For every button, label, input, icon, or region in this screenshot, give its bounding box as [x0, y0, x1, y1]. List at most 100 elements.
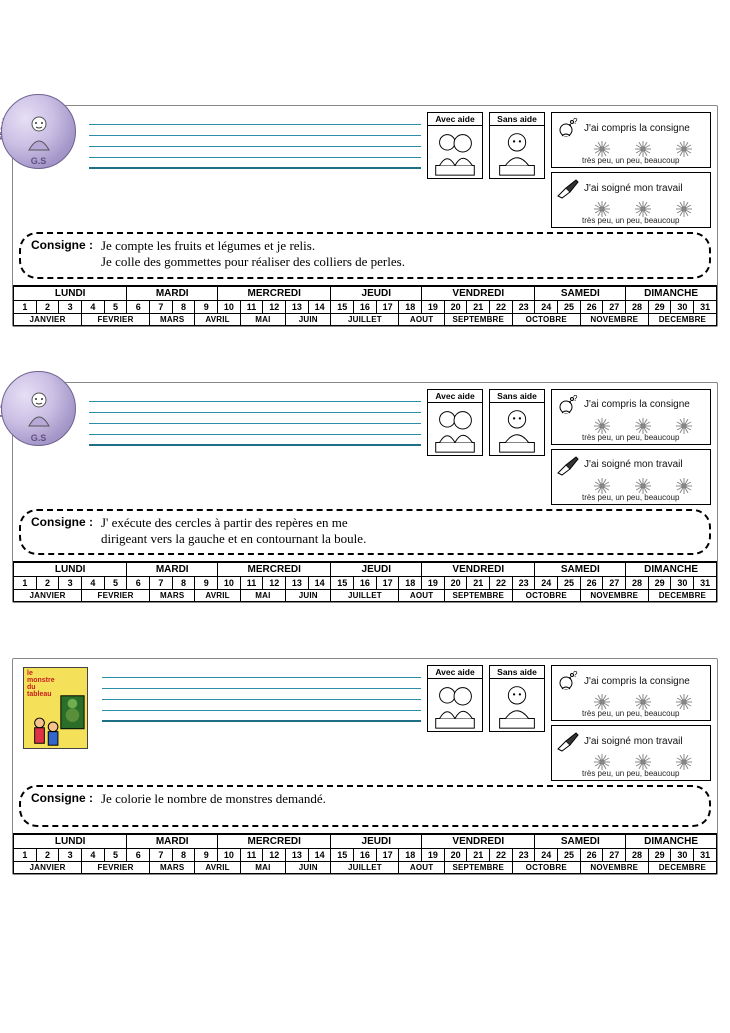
day-number[interactable]: 28 — [626, 577, 649, 590]
day-number[interactable]: 30 — [671, 577, 694, 590]
day-number[interactable]: 7 — [150, 300, 173, 313]
day-number[interactable]: 13 — [286, 300, 309, 313]
day-number[interactable]: 13 — [286, 577, 309, 590]
day-number[interactable]: 9 — [195, 577, 218, 590]
day-number[interactable]: 27 — [603, 300, 626, 313]
day-number[interactable]: 21 — [467, 577, 490, 590]
day-number[interactable]: 10 — [218, 849, 241, 862]
day-number[interactable]: 16 — [354, 849, 377, 862]
rating-dots[interactable] — [582, 695, 704, 709]
day-number[interactable]: 29 — [648, 300, 671, 313]
day-number[interactable]: 8 — [172, 300, 195, 313]
month-cell[interactable]: MARS — [150, 862, 195, 874]
month-cell[interactable]: JANVIER — [14, 862, 82, 874]
day-number[interactable]: 29 — [648, 577, 671, 590]
day-number[interactable]: 17 — [376, 300, 399, 313]
day-number[interactable]: 30 — [671, 849, 694, 862]
day-number[interactable]: 5 — [104, 849, 127, 862]
day-number[interactable]: 21 — [467, 849, 490, 862]
day-number[interactable]: 5 — [104, 577, 127, 590]
day-number[interactable]: 4 — [82, 300, 105, 313]
day-number[interactable]: 11 — [240, 849, 263, 862]
month-cell[interactable]: SEPTEMBRE — [444, 313, 512, 325]
day-number[interactable]: 15 — [331, 577, 354, 590]
sans-aide-box[interactable]: Sans aide — [489, 112, 545, 179]
day-number[interactable]: 2 — [36, 849, 59, 862]
day-number[interactable]: 18 — [399, 849, 422, 862]
month-cell[interactable]: DECEMBRE — [648, 313, 716, 325]
day-number[interactable]: 12 — [263, 849, 286, 862]
rating-dots[interactable] — [582, 755, 704, 769]
day-number[interactable]: 25 — [558, 300, 581, 313]
day-number[interactable]: 17 — [376, 849, 399, 862]
day-number[interactable]: 23 — [512, 300, 535, 313]
day-number[interactable]: 6 — [127, 849, 150, 862]
day-number[interactable]: 19 — [422, 849, 445, 862]
day-number[interactable]: 6 — [127, 300, 150, 313]
day-number[interactable]: 18 — [399, 577, 422, 590]
day-number[interactable]: 4 — [82, 577, 105, 590]
day-number[interactable]: 20 — [444, 577, 467, 590]
writing-lines[interactable] — [94, 665, 421, 781]
month-cell[interactable]: JUIN — [286, 862, 331, 874]
month-cell[interactable]: MAI — [240, 313, 285, 325]
day-number[interactable]: 24 — [535, 849, 558, 862]
day-number[interactable]: 8 — [172, 577, 195, 590]
day-number[interactable]: 31 — [694, 577, 717, 590]
day-number[interactable]: 2 — [36, 577, 59, 590]
month-cell[interactable]: MAI — [240, 590, 285, 602]
day-number[interactable]: 22 — [490, 577, 513, 590]
month-cell[interactable]: OCTOBRE — [512, 862, 580, 874]
month-cell[interactable]: SEPTEMBRE — [444, 862, 512, 874]
month-cell[interactable]: NOVEMBRE — [580, 313, 648, 325]
month-cell[interactable]: FEVRIER — [82, 862, 150, 874]
day-number[interactable]: 15 — [331, 849, 354, 862]
day-number[interactable]: 7 — [150, 577, 173, 590]
day-number[interactable]: 31 — [694, 300, 717, 313]
day-number[interactable]: 24 — [535, 577, 558, 590]
day-number[interactable]: 7 — [150, 849, 173, 862]
day-number[interactable]: 14 — [308, 577, 331, 590]
day-number[interactable]: 12 — [263, 577, 286, 590]
day-number[interactable]: 22 — [490, 849, 513, 862]
avec-aide-box[interactable]: Avec aide — [427, 389, 483, 456]
rating-dots[interactable] — [582, 142, 704, 156]
day-number[interactable]: 23 — [512, 849, 535, 862]
month-cell[interactable]: JANVIER — [14, 590, 82, 602]
day-number[interactable]: 1 — [14, 849, 37, 862]
month-cell[interactable]: SEPTEMBRE — [444, 590, 512, 602]
rating-dots[interactable] — [582, 479, 704, 493]
day-number[interactable]: 9 — [195, 300, 218, 313]
month-cell[interactable]: AOUT — [399, 590, 444, 602]
month-cell[interactable]: NOVEMBRE — [580, 862, 648, 874]
day-number[interactable]: 19 — [422, 300, 445, 313]
month-cell[interactable]: DECEMBRE — [648, 862, 716, 874]
day-number[interactable]: 31 — [694, 849, 717, 862]
day-number[interactable]: 1 — [14, 577, 37, 590]
day-number[interactable]: 18 — [399, 300, 422, 313]
day-number[interactable]: 19 — [422, 577, 445, 590]
day-number[interactable]: 26 — [580, 577, 603, 590]
day-number[interactable]: 14 — [308, 300, 331, 313]
rating-dots[interactable] — [582, 419, 704, 433]
day-number[interactable]: 22 — [490, 300, 513, 313]
month-cell[interactable]: NOVEMBRE — [580, 590, 648, 602]
day-number[interactable]: 9 — [195, 849, 218, 862]
month-cell[interactable]: JUILLET — [331, 590, 399, 602]
month-cell[interactable]: AVRIL — [195, 862, 240, 874]
avec-aide-box[interactable]: Avec aide — [427, 665, 483, 732]
day-number[interactable]: 27 — [603, 577, 626, 590]
day-number[interactable]: 25 — [558, 577, 581, 590]
day-number[interactable]: 20 — [444, 849, 467, 862]
day-number[interactable]: 26 — [580, 300, 603, 313]
month-cell[interactable]: DECEMBRE — [648, 590, 716, 602]
day-number[interactable]: 1 — [14, 300, 37, 313]
month-cell[interactable]: OCTOBRE — [512, 590, 580, 602]
day-number[interactable]: 10 — [218, 300, 241, 313]
day-number[interactable]: 27 — [603, 849, 626, 862]
day-number[interactable]: 6 — [127, 577, 150, 590]
day-number[interactable]: 15 — [331, 300, 354, 313]
month-cell[interactable]: OCTOBRE — [512, 313, 580, 325]
month-cell[interactable]: AVRIL — [195, 590, 240, 602]
month-cell[interactable]: AOUT — [399, 862, 444, 874]
